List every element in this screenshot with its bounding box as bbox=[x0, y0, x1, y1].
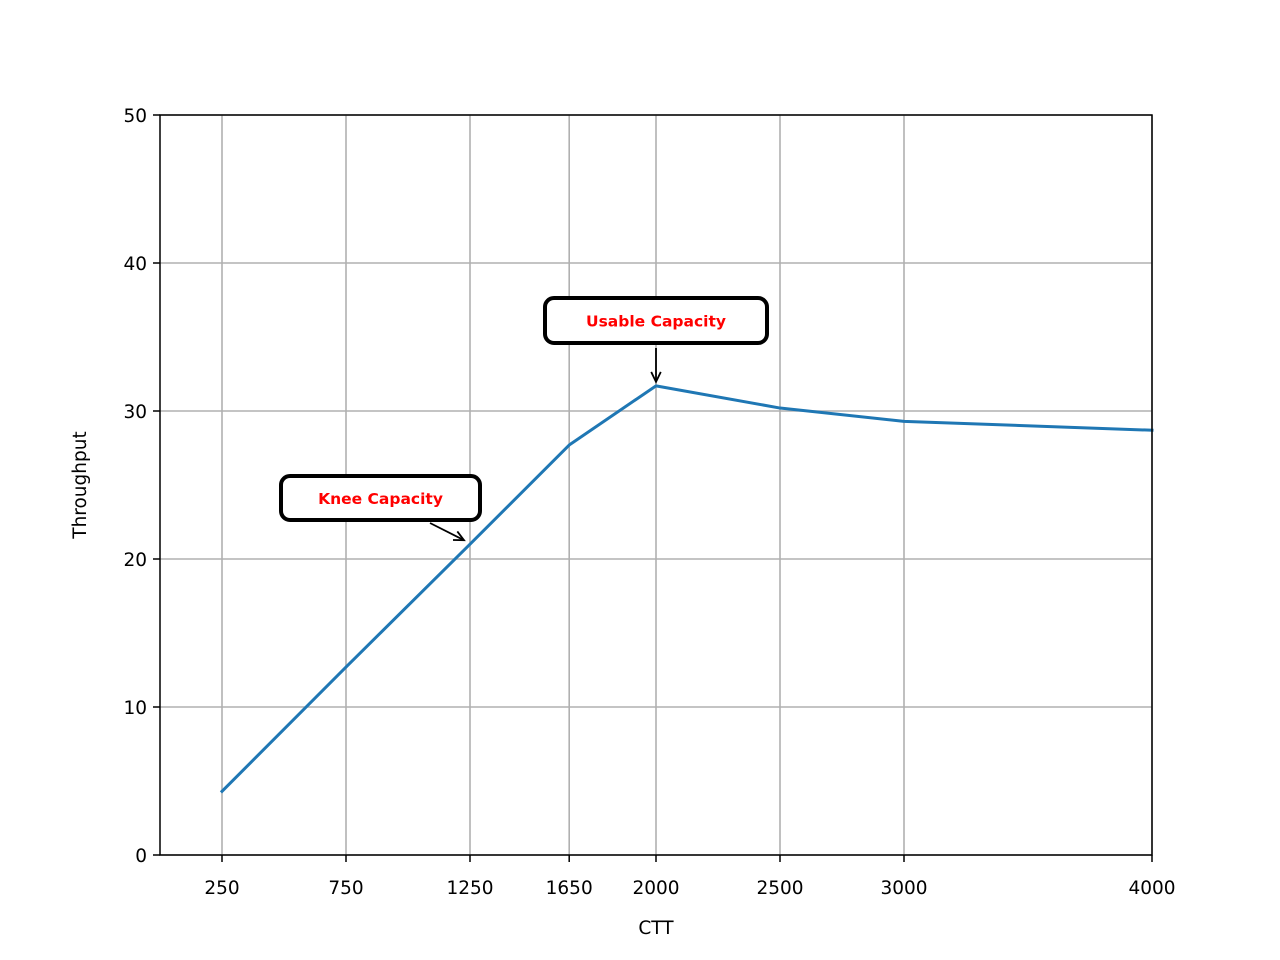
x-tick-label: 1250 bbox=[446, 878, 493, 899]
annotation-arrow-head bbox=[650, 371, 662, 384]
annotation-arrow-line bbox=[429, 522, 465, 542]
x-tick-label: 750 bbox=[328, 878, 363, 899]
y-tick-label: 30 bbox=[123, 402, 147, 423]
annotation-arrow-head bbox=[452, 530, 466, 542]
x-axis-title: CTT bbox=[638, 918, 674, 939]
x-tick-label: 250 bbox=[204, 878, 239, 899]
x-tick-label: 3000 bbox=[880, 878, 927, 899]
y-tick-label: 0 bbox=[135, 846, 147, 867]
y-tick-label: 50 bbox=[123, 106, 147, 127]
annotation-box bbox=[543, 296, 769, 345]
x-tick-label: 2000 bbox=[632, 878, 679, 899]
x-tick-label: 4000 bbox=[1128, 878, 1175, 899]
x-tick-label: 1650 bbox=[546, 878, 593, 899]
series-line bbox=[219, 384, 1154, 794]
x-tick-label: 2500 bbox=[756, 878, 803, 899]
annotation-box bbox=[279, 474, 482, 522]
y-axis-title: Throughput bbox=[70, 431, 91, 539]
y-tick-label: 20 bbox=[123, 550, 147, 571]
y-tick-label: 10 bbox=[123, 698, 147, 719]
axis-ticks: 250 750 1250 1650 2000 2500 3000 4000 0 10 20 30 40 5… bbox=[123, 106, 1175, 899]
annotation-label: Knee Capacity bbox=[318, 490, 443, 508]
annotations: Knee Capacity Usable Capacity bbox=[279, 296, 769, 542]
annotation-label: Usable Capacity bbox=[586, 313, 726, 331]
y-tick-label: 40 bbox=[123, 254, 147, 275]
series-layer bbox=[219, 384, 1154, 794]
